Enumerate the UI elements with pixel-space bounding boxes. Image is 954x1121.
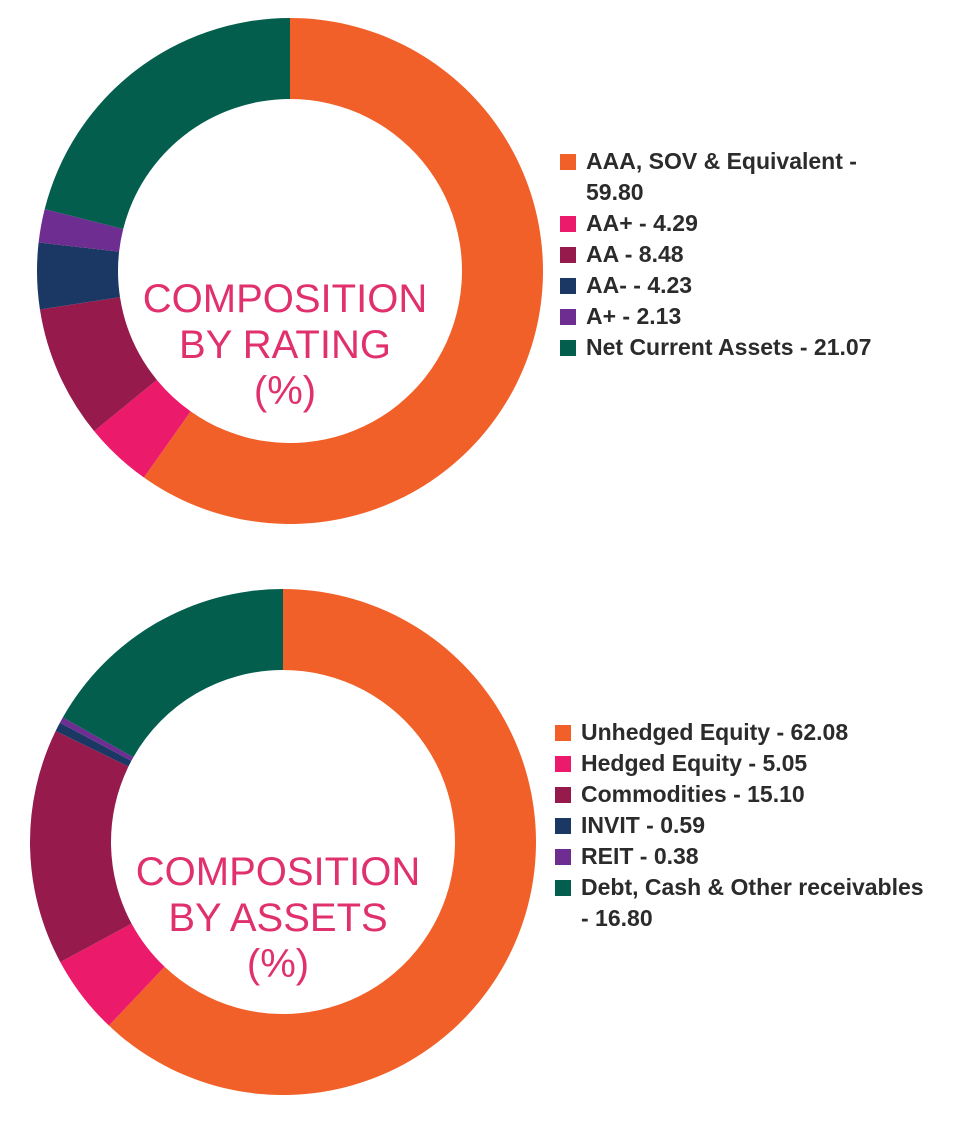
donut-slice-commodities (29, 730, 132, 963)
donut-slice-debt-cash-other-receivables (62, 589, 284, 758)
chart-legend: Unhedged Equity - 62.08 Hedged Equity - 5… (555, 717, 950, 934)
legend-label: AAA, SOV & Equivalent - (586, 148, 857, 174)
center-title-line: BY RATING (179, 323, 391, 367)
legend-swatch (555, 725, 571, 741)
donut-slice-hedged-equity (60, 923, 165, 1026)
donut-slice-aaa-sov-equivalent (143, 18, 543, 524)
legend-item: Hedged Equity - 5.05 (555, 748, 950, 779)
donut-chart (36, 18, 543, 524)
donut-slice-aa (36, 242, 121, 310)
legend-swatch (560, 278, 576, 294)
legend-label: - 16.80 (581, 905, 653, 931)
donut-chart (29, 589, 536, 1095)
center-title-line: (%) (253, 369, 317, 413)
legend-swatch (555, 818, 571, 834)
donut-slice-a (38, 209, 124, 252)
legend-label: AA+ - 4.29 (586, 210, 698, 236)
legend-label: Unhedged Equity - 62.08 (581, 719, 849, 745)
donut-slice-net-current-assets (44, 18, 290, 229)
legend-swatch (560, 154, 576, 170)
legend-swatch (555, 787, 571, 803)
legend-label: REIT - 0.38 (581, 843, 699, 869)
legend-item: AAA, SOV & Equivalent - 59.80 (560, 146, 940, 208)
center-title-line: BY ASSETS (168, 896, 388, 940)
legend-item: AA+ - 4.29 (560, 208, 940, 239)
donut-slice-aa (94, 379, 191, 478)
legend-swatch (555, 880, 571, 896)
chart-center-title: COMPOSITION BY ASSETS (%) (103, 849, 453, 987)
chart-center-title: COMPOSITION BY RATING (%) (110, 276, 460, 414)
chart-composition-by-rating (0, 0, 954, 540)
legend-swatch (560, 309, 576, 325)
legend-swatch (560, 247, 576, 263)
legend-item: AA - 8.48 (560, 239, 940, 270)
donut-slice-invit (55, 722, 132, 767)
chart-legend: AAA, SOV & Equivalent -59.80 AA+ - 4.29 AA… (560, 146, 940, 363)
legend-swatch (555, 756, 571, 772)
legend-swatch (555, 849, 571, 865)
legend-label: 59.80 (586, 179, 644, 205)
donut-slice-aa (39, 297, 157, 432)
legend-swatch (560, 340, 576, 356)
legend-item: Unhedged Equity - 62.08 (555, 717, 950, 748)
legend-swatch (560, 216, 576, 232)
legend-label: Net Current Assets - 21.07 (586, 334, 872, 360)
legend-item: Commodities - 15.10 (555, 779, 950, 810)
legend-label: AA - 8.48 (586, 241, 684, 267)
donut-slice-unhedged-equity (108, 589, 536, 1095)
center-title-line: COMPOSITION (142, 277, 428, 321)
legend-label: AA- - 4.23 (586, 272, 693, 298)
legend-label: Debt, Cash & Other receivables (581, 874, 924, 900)
legend-item: Debt, Cash & Other receivables - 16.80 (555, 872, 950, 934)
legend-label: Hedged Equity - 5.05 (581, 750, 808, 776)
legend-item: INVIT - 0.59 (555, 810, 950, 841)
legend-label: Commodities - 15.10 (581, 781, 805, 807)
legend-label: INVIT - 0.59 (581, 812, 705, 838)
center-title-line: (%) (246, 942, 310, 986)
center-title-line: COMPOSITION (135, 850, 421, 894)
donut-slice-reit (59, 717, 134, 761)
legend-item: Net Current Assets - 21.07 (560, 332, 940, 363)
legend-label: A+ - 2.13 (586, 303, 682, 329)
chart-composition-by-assets (0, 570, 954, 1110)
legend-item: A+ - 2.13 (560, 301, 940, 332)
legend-item: AA- - 4.23 (560, 270, 940, 301)
legend-item: REIT - 0.38 (555, 841, 950, 872)
